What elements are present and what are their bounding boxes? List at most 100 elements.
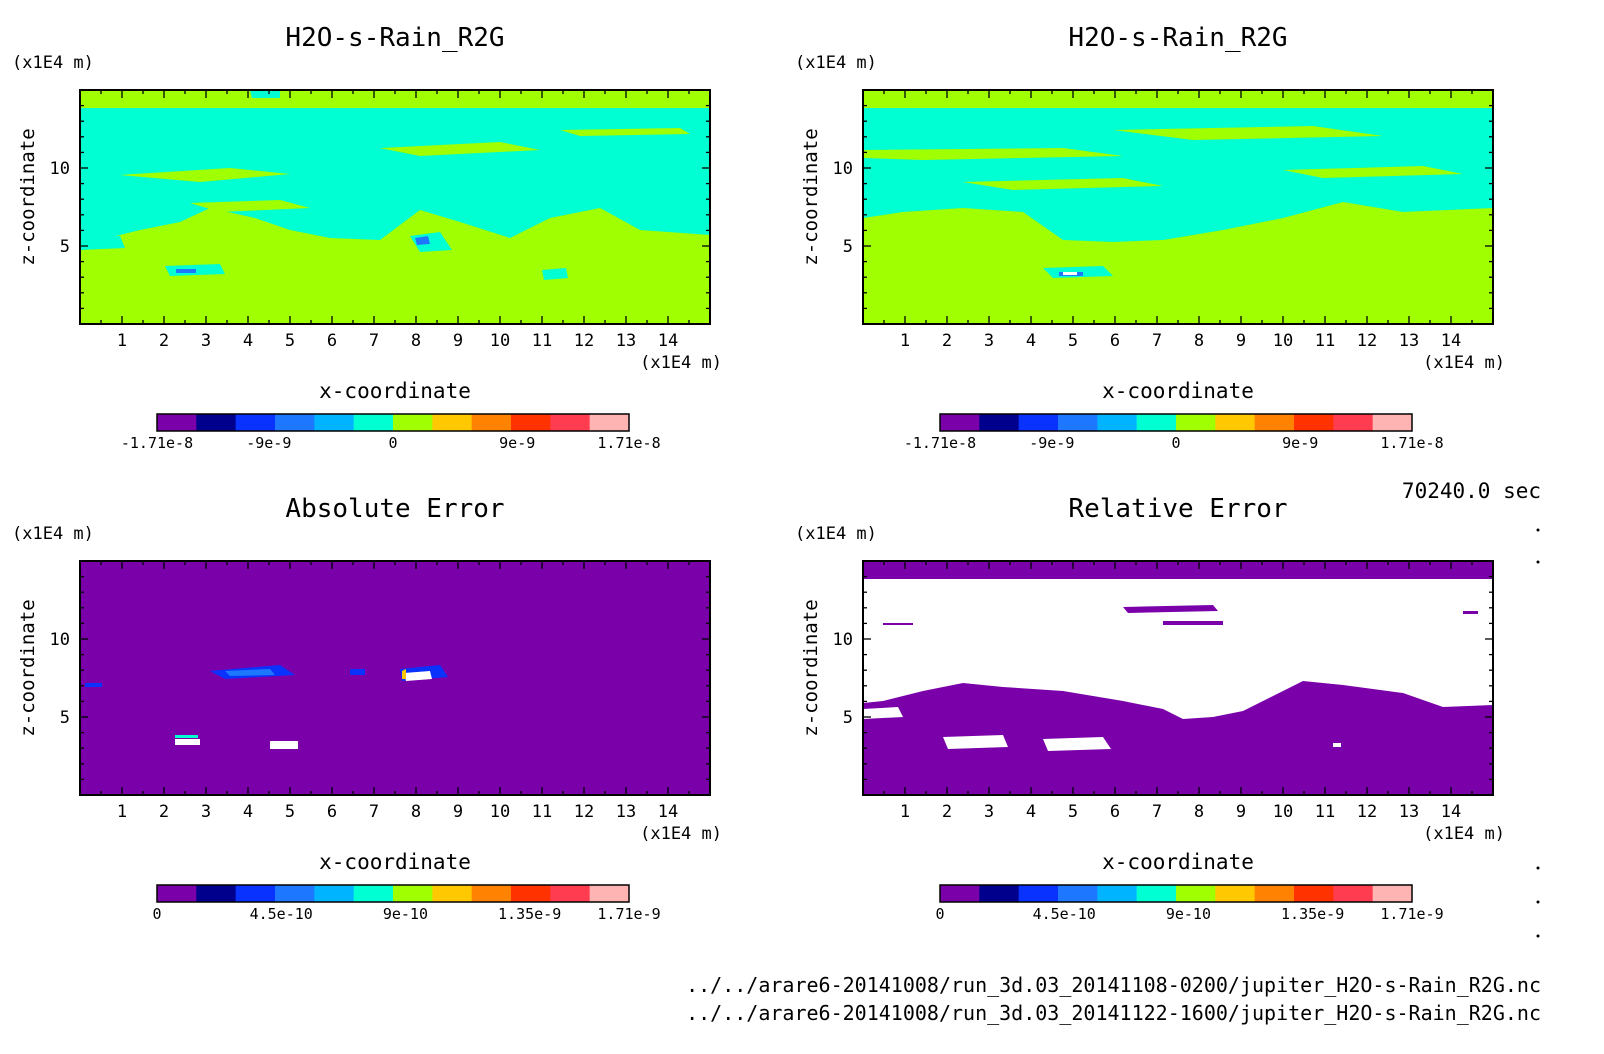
colorbar-swatch <box>393 414 433 431</box>
contour-region <box>863 108 1493 242</box>
colorbar-tick-label: 1.71e-9 <box>1380 905 1443 923</box>
x-tick-label: 11 <box>1315 331 1335 351</box>
contour-region <box>1283 166 1463 178</box>
chart-title: H2O-s-Rain_R2G <box>285 23 504 53</box>
contour-region <box>250 90 280 98</box>
colorbar: -1.71e-8 -9e-9 0 9e-9 1.71e-8 <box>121 413 661 452</box>
x-tick-label: 7 <box>369 331 379 351</box>
x-tick-label: 9 <box>453 331 463 351</box>
contour-region <box>560 128 690 136</box>
y-axis-label: z-coordinate <box>800 599 822 736</box>
y-tick-label: 10 <box>50 159 70 179</box>
contour-region <box>404 671 432 681</box>
colorbar-swatch <box>1097 885 1138 902</box>
x-tick-label: 3 <box>201 331 211 351</box>
x-tick-label: 12 <box>574 331 594 351</box>
y-axis-label: z-coordinate <box>800 128 822 265</box>
colorbar: 0 4.5e-10 9e-10 1.35e-9 1.71e-9 <box>935 884 1444 923</box>
contour-region <box>190 200 310 212</box>
x-tick-label: 4 <box>243 802 253 822</box>
colorbar-swatch <box>196 414 237 431</box>
x-tick-label: 13 <box>1399 331 1419 351</box>
colorbar-swatch <box>157 414 197 431</box>
y-unit-label: (x1E4 m) <box>795 53 877 73</box>
x-tick-label: 7 <box>1152 331 1162 351</box>
contour-region <box>350 669 365 675</box>
colorbar-swatch <box>235 414 276 431</box>
colorbar-tick-label: 1.35e-9 <box>498 905 561 923</box>
x-tick-label: 14 <box>658 331 678 351</box>
x-tick-label: 9 <box>1236 331 1246 351</box>
panel-3: Absolute Error(x1E4 m)1 2 3 4 5 6 7 8 9 10 11 12 13 1… <box>12 494 722 923</box>
contour-region <box>1043 737 1111 751</box>
colorbar-swatch <box>275 414 315 431</box>
colorbar-frame <box>939 413 1413 432</box>
contour-region <box>863 148 1123 160</box>
x-tick-label: 5 <box>1068 802 1078 822</box>
colorbar-swatch <box>471 885 512 902</box>
contour-region <box>1163 621 1223 625</box>
panel-1: H2O-s-Rain_R2G(x1E4 m)1 2 3 4 5 6 7 8 9 10 11 12 13 1… <box>12 23 722 452</box>
x-axis-label: x-coordinate <box>1102 379 1254 403</box>
panel-4: Relative Error(x1E4 m)1 2 3 4 5 6 7 8 9 10 11 12 13 1… <box>795 494 1505 923</box>
contour-region <box>225 669 275 676</box>
y-axis-label: z-coordinate <box>17 599 39 736</box>
x-tick-label: 14 <box>1441 331 1461 351</box>
colorbar-swatch <box>1254 885 1295 902</box>
colorbar-swatch <box>1176 885 1216 902</box>
x-tick-label: 7 <box>1152 802 1162 822</box>
y-tick-label: 10 <box>833 159 853 179</box>
colorbar-swatch <box>432 414 473 431</box>
x-tick-label: 1 <box>900 802 910 822</box>
heatmap-field <box>80 90 710 324</box>
colorbar-swatch <box>1176 414 1216 431</box>
colorbar-swatch <box>1136 414 1177 431</box>
colorbar: -1.71e-8 -9e-9 0 9e-9 1.71e-8 <box>904 413 1444 452</box>
contour-region <box>415 236 430 245</box>
x-tick-label: 3 <box>984 331 994 351</box>
colorbar-tick-label: 0 <box>935 905 944 923</box>
colorbar-swatch <box>511 414 551 431</box>
x-tick-label: 4 <box>1026 331 1036 351</box>
contour-region <box>883 623 913 625</box>
contour-region <box>175 739 200 745</box>
colorbar-swatch <box>1058 885 1098 902</box>
x-tick-label: 3 <box>984 802 994 822</box>
colorbar-swatch <box>353 414 394 431</box>
x-tick-label: 10 <box>1273 802 1293 822</box>
contour-region <box>380 142 540 156</box>
colorbar-swatch <box>1136 885 1177 902</box>
colorbar-swatch <box>1215 885 1256 902</box>
x-tick-label: 10 <box>490 802 510 822</box>
colorbar-swatch <box>393 885 433 902</box>
x-axis-label: x-coordinate <box>319 850 471 874</box>
x-tick-label: 10 <box>1273 331 1293 351</box>
colorbar-swatch <box>353 885 394 902</box>
colorbar-swatch <box>1372 414 1413 431</box>
colorbar-swatch <box>550 414 591 431</box>
colorbar-swatch <box>314 414 355 431</box>
x-tick-label: 6 <box>1110 331 1120 351</box>
colorbar-tick-label: 0 <box>152 905 161 923</box>
colorbar-tick-label: 1.71e-8 <box>1380 434 1443 452</box>
colorbar-tick-label: 0 <box>1171 434 1180 452</box>
colorbar-swatch <box>1333 885 1374 902</box>
x-tick-label: 13 <box>616 802 636 822</box>
colorbar-swatch <box>471 414 512 431</box>
colorbar-frame <box>156 884 630 903</box>
y-tick-label: 5 <box>60 708 70 728</box>
x-tick-label: 4 <box>1026 802 1036 822</box>
colorbar: 0 4.5e-10 9e-10 1.35e-9 1.71e-9 <box>152 884 661 923</box>
colorbar-swatch <box>1333 414 1374 431</box>
y-unit-label: (x1E4 m) <box>12 524 94 544</box>
x-unit-label: (x1E4 m) <box>1423 824 1505 844</box>
colorbar-tick-label: 0 <box>388 434 397 452</box>
colorbar-swatch <box>979 885 1020 902</box>
colorbar-tick-label: 9e-9 <box>1282 434 1318 452</box>
x-tick-label: 5 <box>285 802 295 822</box>
colorbar-swatch <box>1372 885 1413 902</box>
x-tick-label: 1 <box>117 802 127 822</box>
colorbar-tick-label: 9e-10 <box>383 905 428 923</box>
x-tick-label: 8 <box>1194 331 1204 351</box>
